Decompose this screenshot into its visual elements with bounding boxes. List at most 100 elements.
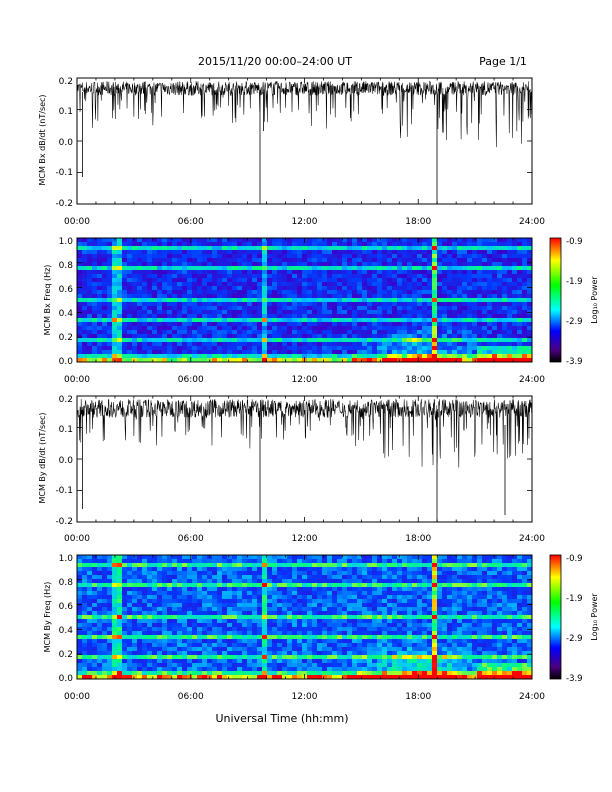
spectrogram-cell bbox=[382, 286, 388, 291]
spectrogram-cell bbox=[212, 298, 218, 303]
spectrogram-cell bbox=[332, 274, 338, 279]
spectrogram-cell bbox=[262, 294, 268, 299]
spectrogram-cell bbox=[247, 675, 253, 680]
spectrogram-cell bbox=[507, 246, 513, 251]
spectrogram-cell bbox=[217, 322, 223, 327]
spectrogram-cell bbox=[167, 242, 173, 247]
spectrogram-cell bbox=[282, 675, 288, 680]
spectrogram-cell bbox=[502, 310, 508, 315]
spectrogram-cell bbox=[112, 254, 118, 259]
spectrogram-cell bbox=[287, 342, 293, 347]
spectrogram-cell bbox=[87, 643, 93, 648]
spectrogram-cell bbox=[247, 250, 253, 255]
spectrogram-cell bbox=[387, 286, 393, 291]
spectrogram-cell bbox=[247, 671, 253, 676]
spectrogram-cell bbox=[217, 607, 223, 612]
spectrogram-cell bbox=[277, 330, 283, 335]
spectrogram-cell bbox=[312, 254, 318, 259]
spectrogram-cell bbox=[77, 659, 83, 664]
spectrogram-cell bbox=[167, 330, 173, 335]
spectrogram-cell bbox=[312, 242, 318, 247]
spectrogram-cell bbox=[207, 314, 213, 319]
spectrogram-cell bbox=[362, 559, 368, 564]
spectrogram-cell bbox=[252, 290, 258, 295]
spectrogram-cell bbox=[312, 591, 318, 596]
spectrogram-cell bbox=[172, 282, 178, 287]
spectrogram-cell bbox=[342, 346, 348, 351]
spectrogram-cell bbox=[242, 647, 248, 652]
spectrogram-cell bbox=[287, 294, 293, 299]
spectrogram-cell bbox=[332, 567, 338, 572]
spectrogram-cell bbox=[447, 314, 453, 319]
spectrogram-cell bbox=[347, 559, 353, 564]
spectrogram-cell bbox=[152, 563, 158, 568]
spectrogram-cell bbox=[282, 318, 288, 323]
spectrogram-cell bbox=[257, 583, 263, 588]
spectrogram-cell bbox=[517, 358, 523, 363]
spectrogram-cell bbox=[487, 254, 493, 259]
spectrogram-cell bbox=[177, 326, 183, 331]
spectrogram-cell bbox=[407, 334, 413, 339]
spectrogram-cell bbox=[107, 314, 113, 319]
spectrogram-cell bbox=[362, 354, 368, 359]
spectrogram-cell bbox=[392, 262, 398, 267]
spectrogram-cell bbox=[232, 647, 238, 652]
spectrogram-cell bbox=[87, 286, 93, 291]
spectrogram-cell bbox=[317, 286, 323, 291]
spectrogram-cell bbox=[407, 358, 413, 363]
spectrogram-cell bbox=[132, 587, 138, 592]
spectrogram-cell bbox=[92, 358, 98, 363]
spectrogram-cell bbox=[322, 254, 328, 259]
spectrogram-cell bbox=[302, 575, 308, 580]
spectrogram-cell bbox=[237, 254, 243, 259]
spectrogram-cell bbox=[417, 330, 423, 335]
spectrogram-cell bbox=[242, 330, 248, 335]
spectrogram-cell bbox=[477, 318, 483, 323]
spectrogram-cell bbox=[382, 619, 388, 624]
spectrogram-cell bbox=[317, 314, 323, 319]
spectrogram-cell bbox=[122, 258, 128, 263]
spectrogram-cell bbox=[92, 274, 98, 279]
spectrogram-cell bbox=[317, 290, 323, 295]
spectrogram-cell bbox=[212, 563, 218, 568]
spectrogram-cell bbox=[397, 250, 403, 255]
spectrogram-cell bbox=[252, 298, 258, 303]
spectrogram-cell bbox=[477, 306, 483, 311]
spectrogram-cell bbox=[92, 306, 98, 311]
spectrogram-cell bbox=[527, 258, 533, 263]
spectrogram-cell bbox=[202, 334, 208, 339]
spectrogram-cell bbox=[417, 346, 423, 351]
spectrogram-cell bbox=[112, 603, 118, 608]
spectrogram-cell bbox=[227, 310, 233, 315]
spectrogram-cell bbox=[217, 659, 223, 664]
spectrogram-cell bbox=[242, 559, 248, 564]
spectrogram-cell bbox=[307, 250, 313, 255]
spectrogram-cell bbox=[467, 274, 473, 279]
spectrogram-cell bbox=[272, 314, 278, 319]
spectrogram-cell bbox=[322, 326, 328, 331]
spectrogram-cell bbox=[412, 286, 418, 291]
spectrogram-cell bbox=[322, 639, 328, 644]
spectrogram-cell bbox=[167, 350, 173, 355]
spectrogram-cell bbox=[242, 675, 248, 680]
spectrogram-cell bbox=[202, 611, 208, 616]
spectrogram-cell bbox=[307, 290, 313, 295]
spectrogram-cell bbox=[157, 294, 163, 299]
spectrogram-cell bbox=[317, 563, 323, 568]
spectrogram-cell bbox=[242, 310, 248, 315]
spectrogram-cell bbox=[152, 667, 158, 672]
spectrogram-cell bbox=[462, 358, 468, 363]
spectrogram-cell bbox=[147, 330, 153, 335]
spectrogram-cell bbox=[242, 294, 248, 299]
spectrogram-cell bbox=[117, 667, 123, 672]
spectrogram-cell bbox=[97, 310, 103, 315]
spectrogram-cell bbox=[317, 595, 323, 600]
spectrogram-cell bbox=[287, 647, 293, 652]
spectrogram-cell bbox=[307, 358, 313, 363]
spectrogram-cell bbox=[332, 555, 338, 560]
spectrogram-cell bbox=[322, 659, 328, 664]
spectrogram-cell bbox=[347, 270, 353, 275]
spectrogram-cell bbox=[517, 346, 523, 351]
spectrogram-cell bbox=[132, 322, 138, 327]
spectrogram-cell bbox=[472, 346, 478, 351]
